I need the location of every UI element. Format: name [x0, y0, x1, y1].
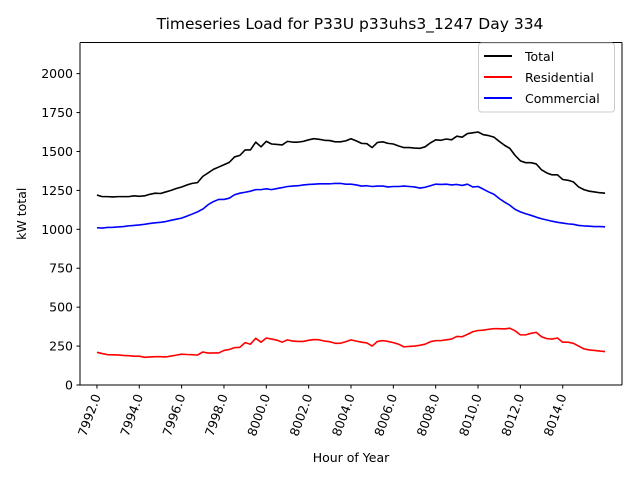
y-tick-label: 750 — [49, 261, 73, 276]
series-line-residential — [96, 327, 606, 359]
series-line-commercial — [96, 182, 606, 229]
series-line-total — [96, 131, 606, 198]
legend-label-total: Total — [524, 49, 554, 64]
y-tick-label: 1750 — [41, 105, 73, 120]
legend-box — [478, 42, 615, 113]
legend-label-residential: Residential — [525, 70, 594, 85]
y-axis-label: kW total — [14, 188, 29, 240]
y-tick-label: 1250 — [41, 183, 73, 198]
y-axis: 0 250 500 750 1000 1250 1500 1750 2000 — [41, 66, 80, 393]
chart-title: Timeseries Load for P33U p33uhs3_1247 Da… — [156, 15, 544, 34]
y-tick-label: 1500 — [41, 144, 73, 159]
series-lines — [96, 131, 606, 359]
y-tick-label: 500 — [49, 300, 73, 315]
legend-label-commercial: Commercial — [525, 91, 600, 106]
y-tick-label: 250 — [49, 339, 73, 354]
y-tick-label: 1000 — [41, 222, 73, 237]
x-axis-label: Hour of Year — [313, 450, 390, 465]
legend: Total Residential Commercial — [478, 42, 615, 113]
y-tick-label: 0 — [65, 378, 73, 393]
y-tick-label: 2000 — [41, 66, 73, 81]
